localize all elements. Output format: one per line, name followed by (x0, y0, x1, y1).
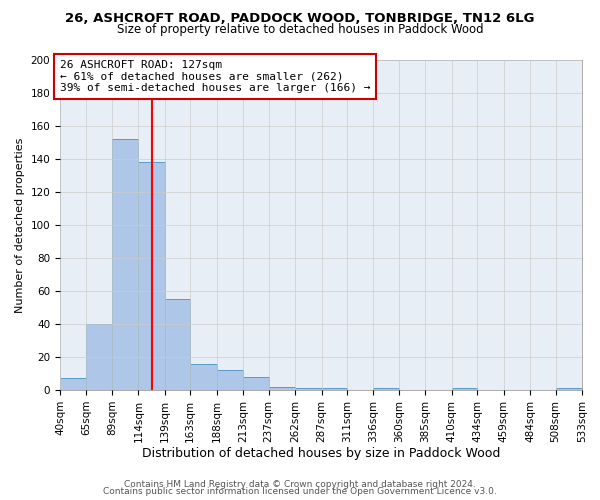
Bar (217, 370, 243, 390)
Bar (556, 388, 582, 390)
Text: Size of property relative to detached houses in Paddock Wood: Size of property relative to detached ho… (116, 22, 484, 36)
Bar (139, 162, 165, 390)
Bar (165, 299, 190, 390)
Y-axis label: Number of detached properties: Number of detached properties (15, 138, 25, 312)
Bar (243, 377, 269, 390)
Bar (452, 388, 477, 390)
Bar (60, 378, 86, 390)
Text: Contains HM Land Registry data © Crown copyright and database right 2024.: Contains HM Land Registry data © Crown c… (124, 480, 476, 489)
Text: Contains public sector information licensed under the Open Government Licence v3: Contains public sector information licen… (103, 487, 497, 496)
X-axis label: Distribution of detached houses by size in Paddock Wood: Distribution of detached houses by size … (142, 448, 500, 460)
Bar (86, 324, 112, 390)
Bar (373, 388, 399, 390)
Bar (295, 388, 322, 390)
Text: 26, ASHCROFT ROAD, PADDOCK WOOD, TONBRIDGE, TN12 6LG: 26, ASHCROFT ROAD, PADDOCK WOOD, TONBRID… (65, 12, 535, 26)
Bar (190, 364, 217, 390)
Text: 26 ASHCROFT ROAD: 127sqm
← 61% of detached houses are smaller (262)
39% of semi-: 26 ASHCROFT ROAD: 127sqm ← 61% of detach… (60, 60, 371, 93)
Bar (269, 386, 295, 390)
Bar (112, 139, 139, 390)
Bar (322, 388, 347, 390)
